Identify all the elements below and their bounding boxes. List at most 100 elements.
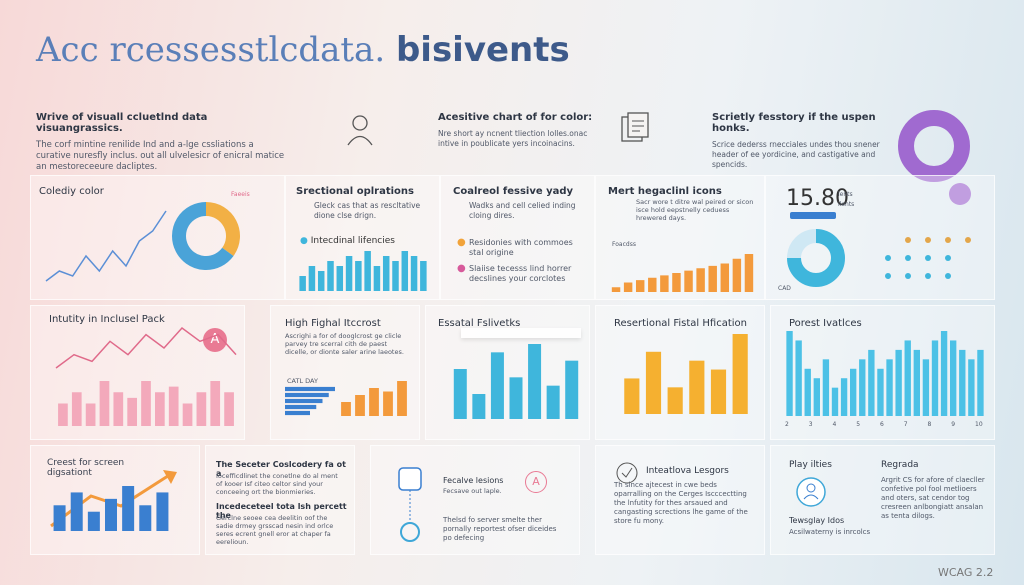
panel-title: Regrada: [881, 460, 919, 470]
bar: [85, 403, 96, 426]
legend-dot: ●: [457, 263, 466, 274]
bar: [546, 385, 560, 419]
bar: [623, 282, 633, 292]
bar: [684, 270, 693, 292]
bar: [299, 276, 306, 291]
bar: [355, 395, 365, 416]
bar: [58, 403, 68, 426]
bar: [922, 359, 930, 416]
line: [45, 210, 167, 282]
bar: [382, 256, 390, 291]
panel-text: Gleck cas that as rescltative dione clse…: [314, 201, 421, 220]
bar: [710, 369, 727, 414]
bar: [355, 261, 362, 291]
panel-title: Incedeceteel tota lsh percett the: [216, 502, 347, 520]
bar: [155, 392, 165, 426]
stat: 15.80: [786, 186, 849, 211]
panel: 15.80 lents ilents CAD: [765, 175, 995, 300]
bar: [940, 331, 948, 416]
bar: [373, 266, 381, 291]
bar: [624, 378, 640, 414]
bar: [139, 505, 152, 531]
panel-text: Argrit CS for afore of claecller confeti…: [881, 476, 985, 520]
bar: [401, 251, 409, 291]
legend-item: ● Residonies with commoes stal origine: [457, 238, 589, 258]
panel-text: Thelsd fo server smelte ther pornally re…: [443, 516, 557, 542]
shelf: [461, 328, 581, 338]
bar: [859, 359, 866, 416]
panel-title: Srectional oplrations: [296, 186, 414, 197]
bar: [720, 263, 730, 292]
intro-title: Scrietly fesstory if the uspen honks.: [712, 112, 876, 134]
bar: [369, 388, 379, 416]
panel-text: Gerclne seoee cea deelitin oof the sadie…: [216, 514, 334, 546]
bar: [611, 287, 621, 292]
bar-chart: [786, 331, 984, 416]
check-icon: [616, 462, 638, 484]
bar-chart: [53, 486, 169, 531]
bar: [732, 258, 742, 292]
title-light: Acc rcessesstlcdata.: [36, 30, 386, 70]
bar: [70, 492, 83, 531]
line: [55, 326, 237, 369]
bar: [336, 266, 344, 291]
bar: [127, 397, 137, 426]
bar: [71, 392, 82, 426]
x-tick-label: 2: [785, 421, 789, 428]
bar: [317, 271, 325, 291]
bar: [490, 352, 504, 419]
q-logo: [898, 110, 971, 205]
x-tick-label: 8: [927, 421, 932, 428]
bar: [156, 492, 169, 531]
panel-title: High Fighal Itccrost: [285, 318, 381, 329]
bar: [420, 261, 427, 291]
intro: Scrietly fesstory if the uspen honks. Scr…: [712, 112, 902, 170]
panel-title: Creest for screen digsationt: [47, 458, 125, 478]
bar: [308, 266, 316, 291]
panel-text: Sacr wore t ditre wal peired or sicon is…: [636, 198, 754, 222]
badge: A: [525, 471, 547, 493]
bar: [327, 261, 334, 291]
legend: ● Intecdinal lifencies: [300, 236, 395, 246]
intro: Wrive of visuall ccluetlnd data visuangr…: [36, 112, 286, 173]
donut-chart: [172, 202, 240, 270]
bar: [977, 349, 984, 416]
bar: [87, 511, 100, 531]
bar: [383, 391, 393, 416]
bar: [285, 392, 329, 398]
dot-grid: [885, 237, 971, 279]
bar: [224, 392, 234, 426]
panel: Srectional oplrations Gleck cas that as …: [285, 175, 440, 300]
bar: [689, 360, 705, 414]
panel-title: Play ilties: [789, 460, 832, 470]
bar-chart: [453, 344, 579, 419]
intro-title: Wrive of visuall ccluetlnd data visuangr…: [36, 112, 208, 134]
bar: [886, 359, 893, 416]
bar: [708, 265, 717, 292]
intro: Acesitive chart of for color: Nre short a…: [438, 112, 598, 149]
panel-title: Resertional Fistal Hfication: [614, 318, 747, 329]
bar: [786, 331, 793, 416]
x-tick-label: 4: [832, 421, 837, 428]
bar: [168, 386, 179, 426]
bar: [877, 368, 884, 416]
bar: [99, 381, 110, 426]
panel: Creest for screen digsationt: [30, 445, 200, 555]
bar: [196, 392, 207, 426]
x-tick-label: 6: [880, 421, 884, 428]
bar: [813, 378, 820, 416]
bar: [392, 261, 399, 291]
bar: [660, 275, 669, 292]
bar: [635, 280, 645, 292]
legend-text: Intecdinal lifencies: [310, 236, 395, 246]
bar-chart: [341, 381, 407, 416]
panel: High Fighal Itccrost Ascrighi a for of d…: [270, 305, 420, 440]
x-tick-label: 10: [975, 421, 983, 428]
panel: Play ilties Tewsglay Idos Acsilwaterny i…: [770, 445, 995, 555]
panel-title: Mert hegaclinl icons: [608, 186, 722, 197]
title: Acc rcessesstlcdata. bisivents: [36, 30, 570, 70]
panel: Inteatlova Lesgors Th since ajtecest in …: [595, 445, 765, 555]
bar: [410, 256, 418, 291]
panel-text: Wadks and cell celied inding cloing dire…: [469, 201, 576, 220]
